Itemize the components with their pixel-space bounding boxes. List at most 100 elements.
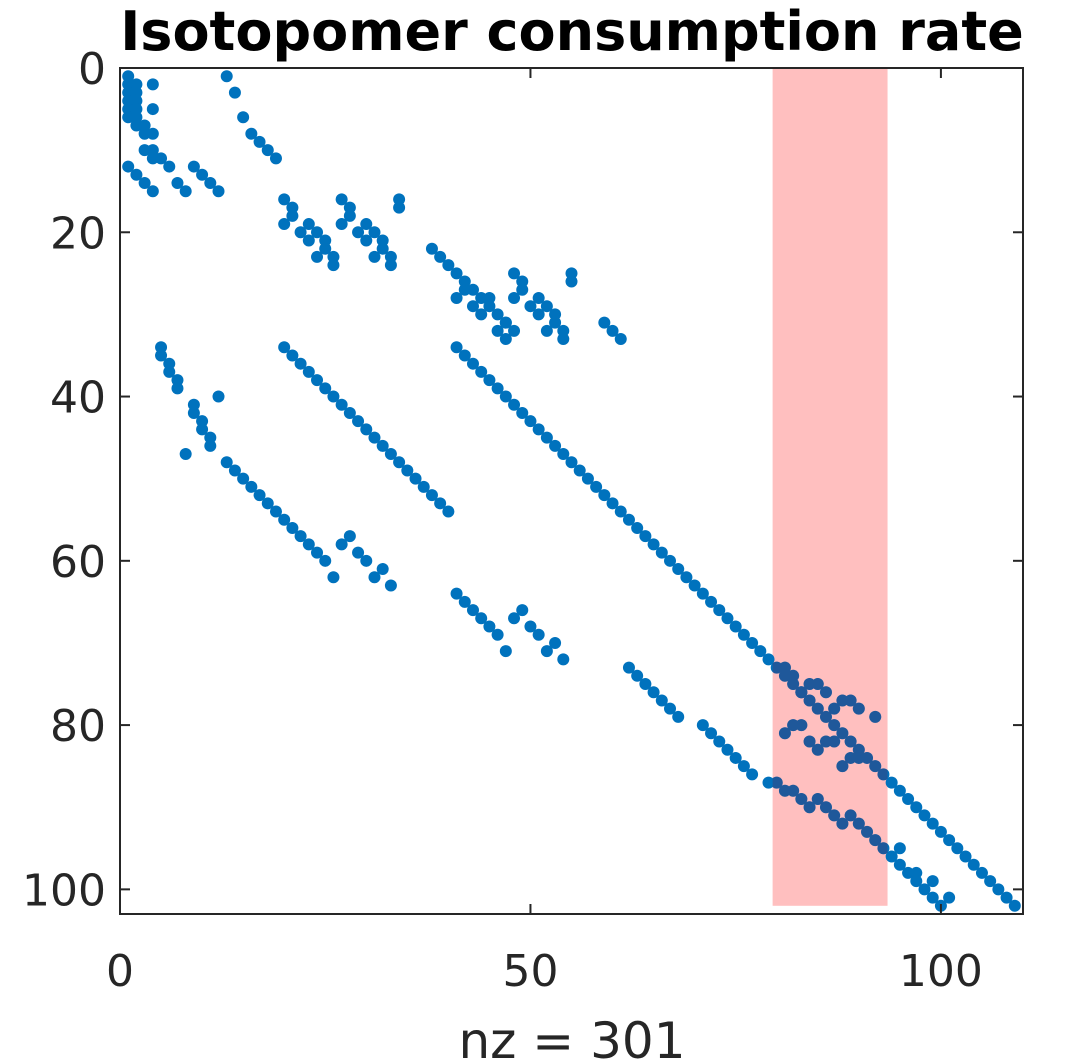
chart-title: Isotopomer consumption rate [120,0,1024,63]
data-point [466,283,479,296]
data-point [171,382,184,395]
data-point [138,127,151,140]
x-tick-label: 100 [899,946,983,997]
data-point [622,513,635,526]
data-point [122,86,135,99]
data-point [146,78,159,91]
data-point [795,686,808,699]
data-point [622,661,635,674]
data-point [187,406,200,419]
data-point [319,554,332,567]
data-point [581,472,594,485]
data-point [253,135,266,148]
x-tick-label: 50 [502,946,558,997]
data-point [762,653,775,666]
data-point [803,694,816,707]
data-point [902,793,915,806]
data-point [557,653,570,666]
data-point [376,234,389,247]
data-point [196,415,209,428]
data-point [499,333,512,346]
data-point [516,283,529,296]
data-point [187,398,200,411]
data-point [770,776,783,789]
data-point [721,743,734,756]
data-point [672,710,685,723]
data-point [549,636,562,649]
y-tick-label: 0 [78,44,106,95]
data-point [664,702,677,715]
data-point [893,858,906,871]
data-point [499,645,512,658]
data-point [532,291,545,304]
data-point [450,267,463,280]
data-point [155,152,168,165]
data-point [508,291,521,304]
data-point [688,579,701,592]
data-point [122,70,135,83]
data-point [672,563,685,576]
data-point [384,259,397,272]
data-point [286,521,299,534]
data-point [384,250,397,263]
data-point [819,801,832,814]
data-point [458,349,471,362]
data-point [647,538,660,551]
data-point [532,423,545,436]
x-axis-label: nz = 301 [458,1012,685,1063]
data-point [376,242,389,255]
data-point [893,842,906,855]
data-point [869,710,882,723]
y-tick-label: 80 [50,701,106,752]
data-point [828,719,841,732]
data-point [598,489,611,502]
data-point [163,160,176,173]
data-point [614,333,627,346]
data-point [122,94,135,107]
data-point [828,702,841,715]
axis-ticks [119,67,1023,914]
data-point [483,300,496,313]
data-point [532,628,545,641]
data-point [335,398,348,411]
data-point [508,324,521,337]
data-point [631,669,644,682]
data-point [130,111,143,124]
data-point [549,316,562,329]
data-point [540,431,553,444]
data-point [524,620,537,633]
data-point [261,144,274,157]
data-point [844,809,857,822]
data-point [278,218,291,231]
data-point [590,480,603,493]
data-point [138,176,151,189]
data-point [155,349,168,362]
data-point [196,168,209,181]
data-point [499,316,512,329]
data-point [278,513,291,526]
data-point [425,242,438,255]
data-point [713,735,726,748]
data-point [803,735,816,748]
data-point [384,448,397,461]
data-point [237,111,250,124]
data-point [130,94,143,107]
data-point [499,390,512,403]
data-point [352,226,365,239]
data-point [204,176,217,189]
data-point [245,480,258,493]
data-point [524,415,537,428]
data-point [737,628,750,641]
data-point [516,275,529,288]
data-point [302,218,315,231]
data-point [146,185,159,198]
data-point [368,226,381,239]
data-point [803,801,816,814]
data-point [787,784,800,797]
data-point [844,735,857,748]
data-point [811,793,824,806]
data-point [491,308,504,321]
data-point [844,751,857,764]
data-point [475,291,488,304]
